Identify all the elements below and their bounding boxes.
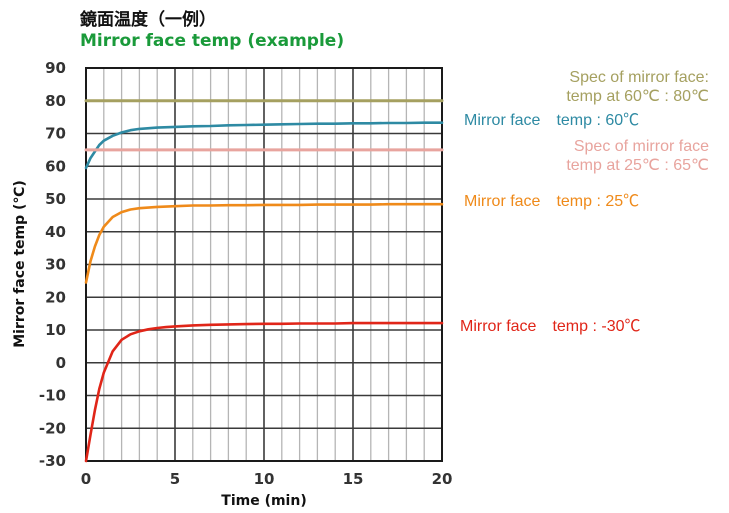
series-label-4: Mirror face temp : 25℃ bbox=[464, 193, 639, 210]
x-tick-label: 0 bbox=[81, 470, 91, 488]
y-tick-label: 20 bbox=[45, 288, 66, 306]
chart-title: 鏡面温度（一例） bbox=[80, 9, 216, 30]
y-axis-label: Mirror face temp (℃) bbox=[12, 180, 28, 348]
series-labels: Mirror face temp : 60℃ Spec of mirror fac… bbox=[460, 69, 709, 335]
series-label-3: temp at 25℃ : 65℃ bbox=[566, 157, 709, 174]
x-axis-ticks: 0 5 10 15 20 bbox=[81, 470, 453, 488]
y-tick-label: 80 bbox=[45, 92, 66, 110]
series-lines bbox=[84, 99, 444, 463]
y-tick-label: 10 bbox=[45, 321, 66, 339]
series-label-5: Mirror face temp : -30℃ bbox=[460, 318, 641, 335]
plot-area bbox=[84, 67, 444, 463]
y-tick-label: -10 bbox=[39, 387, 66, 405]
series-line-1 bbox=[84, 121, 444, 170]
y-tick-label: 90 bbox=[45, 59, 66, 77]
x-tick-label: 10 bbox=[254, 470, 275, 488]
y-tick-label: 50 bbox=[45, 190, 66, 208]
x-tick-label: 5 bbox=[170, 470, 180, 488]
series-label-1: Mirror face temp : 60℃ bbox=[464, 112, 639, 129]
x-tick-label: 20 bbox=[432, 470, 453, 488]
y-tick-label: 30 bbox=[45, 256, 66, 274]
major-grid bbox=[86, 68, 442, 461]
y-tick-label: 40 bbox=[45, 223, 66, 241]
series-label-2: temp at 60℃ : 80℃ bbox=[566, 88, 709, 105]
y-tick-label: -30 bbox=[39, 452, 66, 470]
y-tick-label: 60 bbox=[45, 157, 66, 175]
chart-subtitle: Mirror face temp (example) bbox=[80, 31, 344, 51]
y-axis-ticks: 90 80 70 60 50 40 30 20 10 0 -10 -20 -30 bbox=[39, 59, 66, 470]
series-label-3: Spec of mirror face bbox=[574, 138, 709, 155]
y-tick-label: 70 bbox=[45, 125, 66, 143]
series-line-4 bbox=[84, 202, 444, 284]
series-line-5 bbox=[84, 321, 444, 463]
y-tick-label: 0 bbox=[56, 354, 66, 372]
x-tick-label: 15 bbox=[343, 470, 364, 488]
plot-frame bbox=[85, 67, 443, 462]
series-label-2: Spec of mirror face: bbox=[569, 69, 709, 86]
y-tick-label: -20 bbox=[39, 419, 66, 437]
x-axis-label: Time (min) bbox=[221, 493, 306, 509]
